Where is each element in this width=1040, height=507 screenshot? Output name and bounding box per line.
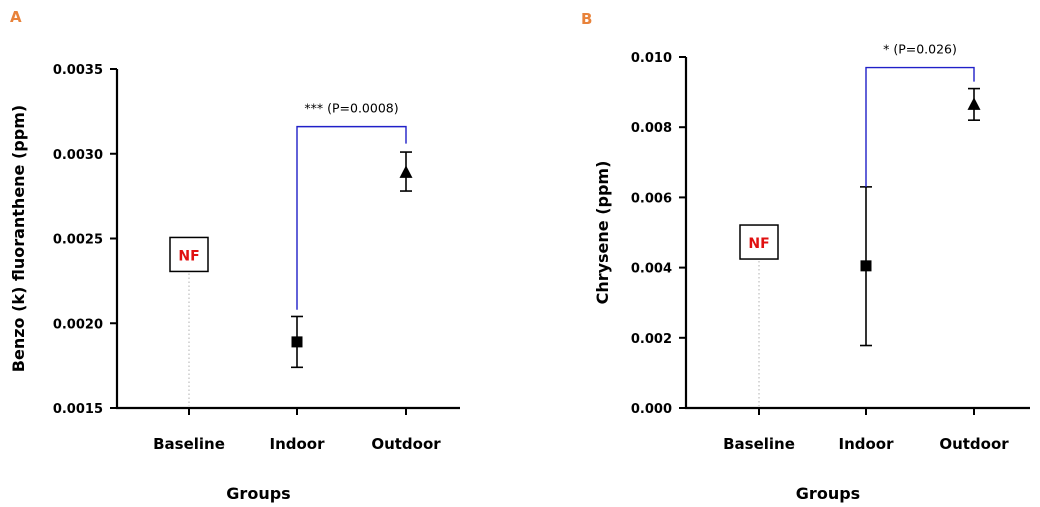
- panel-a-x-tick-label: Indoor: [269, 435, 325, 453]
- panel-a-x-tick-label: Baseline: [153, 435, 225, 453]
- panel-b-y-tick-label: 0.004: [631, 262, 672, 277]
- panel-b-marker-outdoor: [967, 97, 981, 110]
- panel-a-y-tick-label: 0.0035: [53, 63, 103, 78]
- panel-b-letter: B: [581, 10, 592, 28]
- panel-a-nf-box: [169, 236, 209, 273]
- panel-a-significance-label: *** (P=0.0008): [304, 101, 398, 116]
- panel-a-significance-bracket: [296, 125, 407, 310]
- panel-a-marker-outdoor: [399, 165, 413, 178]
- panel-b-y-tick-label: 0.002: [631, 332, 672, 347]
- panel-b-y-tick-label: 0.000: [631, 402, 672, 417]
- panel-a-y-tick-label: 0.0020: [53, 317, 103, 332]
- panel-b-y-tick-label: 0.006: [631, 191, 672, 206]
- panel-b-marker-indoor: [860, 260, 872, 272]
- panel-b-y-tick-label: 0.010: [631, 51, 672, 66]
- panel-b-significance-label: * (P=0.026): [883, 42, 957, 57]
- panel-a-x-axis-title: Groups: [226, 484, 290, 503]
- panel-a-y-axis-title: Benzo (k) fluoranthene (ppm): [9, 105, 28, 372]
- panel-a-y-tick-label: 0.0015: [53, 402, 103, 417]
- panel-b-x-tick-label: Indoor: [838, 435, 894, 453]
- panel-b-y-tick-label: 0.008: [631, 121, 672, 136]
- panel-a-x-tick-label: Outdoor: [371, 435, 441, 453]
- panel-b-nf-label: NF: [748, 236, 769, 252]
- panel-a-y-tick-label: 0.0030: [53, 148, 103, 163]
- panel-b-x-tick-label: Baseline: [723, 435, 795, 453]
- panel-a-nf-label: NF: [178, 248, 199, 264]
- panel-b-nf-box: [739, 224, 779, 260]
- panel-b-y-axis-title: Chrysene (ppm): [593, 161, 612, 305]
- panel-b-x-axis-title: Groups: [796, 484, 860, 503]
- panel-a-marker-indoor: [291, 336, 303, 348]
- panel-a-letter: A: [10, 8, 22, 26]
- panel-b-significance-bracket: [865, 66, 975, 187]
- panel-b-x-tick-label: Outdoor: [939, 435, 1009, 453]
- panel-a-y-tick-label: 0.0025: [53, 233, 103, 248]
